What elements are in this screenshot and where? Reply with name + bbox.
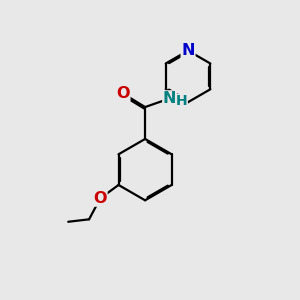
Text: O: O xyxy=(116,86,130,101)
Text: N: N xyxy=(163,91,176,106)
Text: H: H xyxy=(176,94,187,108)
Text: O: O xyxy=(93,191,107,206)
Text: N: N xyxy=(181,43,195,58)
